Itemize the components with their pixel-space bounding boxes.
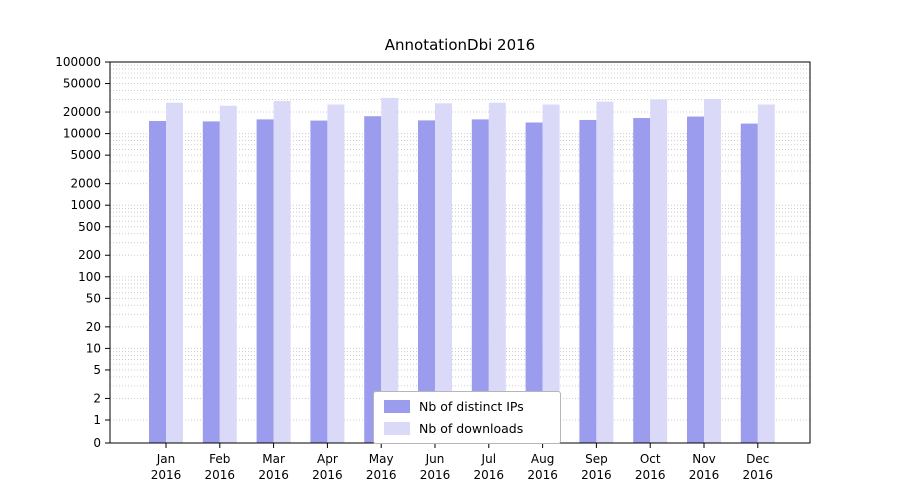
y-tick-label: 2 — [93, 391, 101, 405]
bar — [364, 116, 382, 443]
legend-label-distinct-ips: Nb of distinct IPs — [419, 399, 524, 414]
bar — [256, 119, 274, 443]
x-tick-label-month: Dec — [746, 452, 769, 466]
chart-title: AnnotationDbi 2016 — [384, 36, 536, 54]
x-tick-label-year: 2016 — [151, 468, 182, 482]
x-tick-label-year: 2016 — [420, 468, 451, 482]
y-tick-label: 5 — [93, 363, 101, 377]
y-tick-label: 20 — [86, 320, 101, 334]
y-tick-label: 500 — [78, 220, 101, 234]
x-tick-label-month: Nov — [692, 452, 715, 466]
y-tick-label: 200 — [78, 248, 101, 262]
x-tick-label-month: Aug — [531, 452, 554, 466]
legend: Nb of distinct IPs Nb of downloads — [373, 391, 561, 444]
x-tick-label-year: 2016 — [205, 468, 236, 482]
x-axis: Jan 2016 Feb 2016 Mar 2016 Apr 2016 May 2016 Jun 20… — [151, 443, 773, 482]
bar — [149, 120, 166, 443]
bar — [202, 121, 220, 443]
bar — [525, 122, 543, 444]
legend-swatch-distinct-ips — [384, 400, 410, 413]
bar — [704, 98, 721, 443]
x-tick-label-year: 2016 — [689, 468, 720, 482]
bar — [310, 120, 328, 443]
bar — [488, 102, 506, 443]
y-tick-label: 100000 — [55, 55, 101, 69]
x-tick-label-month: Jul — [481, 452, 496, 466]
x-tick-label-year: 2016 — [581, 468, 612, 482]
x-tick-label-year: 2016 — [366, 468, 397, 482]
bar — [542, 104, 560, 443]
bar — [757, 104, 775, 443]
bar — [273, 101, 291, 443]
bar — [471, 119, 489, 443]
x-tick-label-year: 2016 — [527, 468, 558, 482]
y-tick-label: 20000 — [63, 105, 101, 119]
bar — [219, 105, 237, 443]
y-tick-label: 10 — [86, 341, 101, 355]
x-tick-label-month: Oct — [640, 452, 661, 466]
bar — [381, 97, 399, 444]
bars-downloads — [166, 97, 775, 444]
x-tick-label-year: 2016 — [312, 468, 343, 482]
y-tick-label: 10000 — [63, 127, 101, 141]
bar — [633, 118, 651, 444]
bar — [650, 99, 668, 444]
legend-swatch-downloads — [384, 422, 410, 435]
y-tick-label: 1000 — [70, 198, 101, 212]
bar — [596, 101, 614, 443]
x-tick-label-month: Mar — [262, 452, 285, 466]
x-tick-label-month: Jan — [156, 452, 176, 466]
bar — [166, 102, 183, 443]
x-tick-label-month: Apr — [317, 452, 338, 466]
y-tick-label: 1 — [93, 413, 101, 427]
bar — [687, 116, 704, 443]
y-tick-label: 2000 — [70, 177, 101, 191]
bar — [740, 123, 758, 443]
y-axis: 0 1 2 5 10 20 50 100 200 500 1000 2000 5000 10000 2000… — [55, 55, 110, 450]
legend-label-downloads: Nb of downloads — [419, 421, 524, 436]
x-tick-label-year: 2016 — [258, 468, 289, 482]
bar — [435, 103, 452, 443]
y-tick-label: 50000 — [63, 77, 101, 91]
y-tick-label: 100 — [78, 270, 101, 284]
y-tick-label: 0 — [93, 436, 101, 450]
x-tick-label-year: 2016 — [743, 468, 774, 482]
bar — [327, 104, 345, 443]
legend-item-downloads: Nb of downloads — [384, 421, 550, 436]
y-tick-label: 5000 — [70, 148, 101, 162]
legend-item-distinct-ips: Nb of distinct IPs — [384, 399, 550, 414]
x-tick-label-month: May — [369, 452, 394, 466]
bars-distinct-ips — [149, 116, 758, 444]
x-tick-label-month: Feb — [209, 452, 230, 466]
x-tick-label-year: 2016 — [635, 468, 666, 482]
x-tick-label-year: 2016 — [474, 468, 505, 482]
y-tick-label: 50 — [86, 291, 101, 305]
bar — [418, 120, 435, 443]
bar — [579, 119, 597, 443]
x-tick-label-month: Sep — [585, 452, 608, 466]
x-tick-label-month: Jun — [425, 452, 445, 466]
